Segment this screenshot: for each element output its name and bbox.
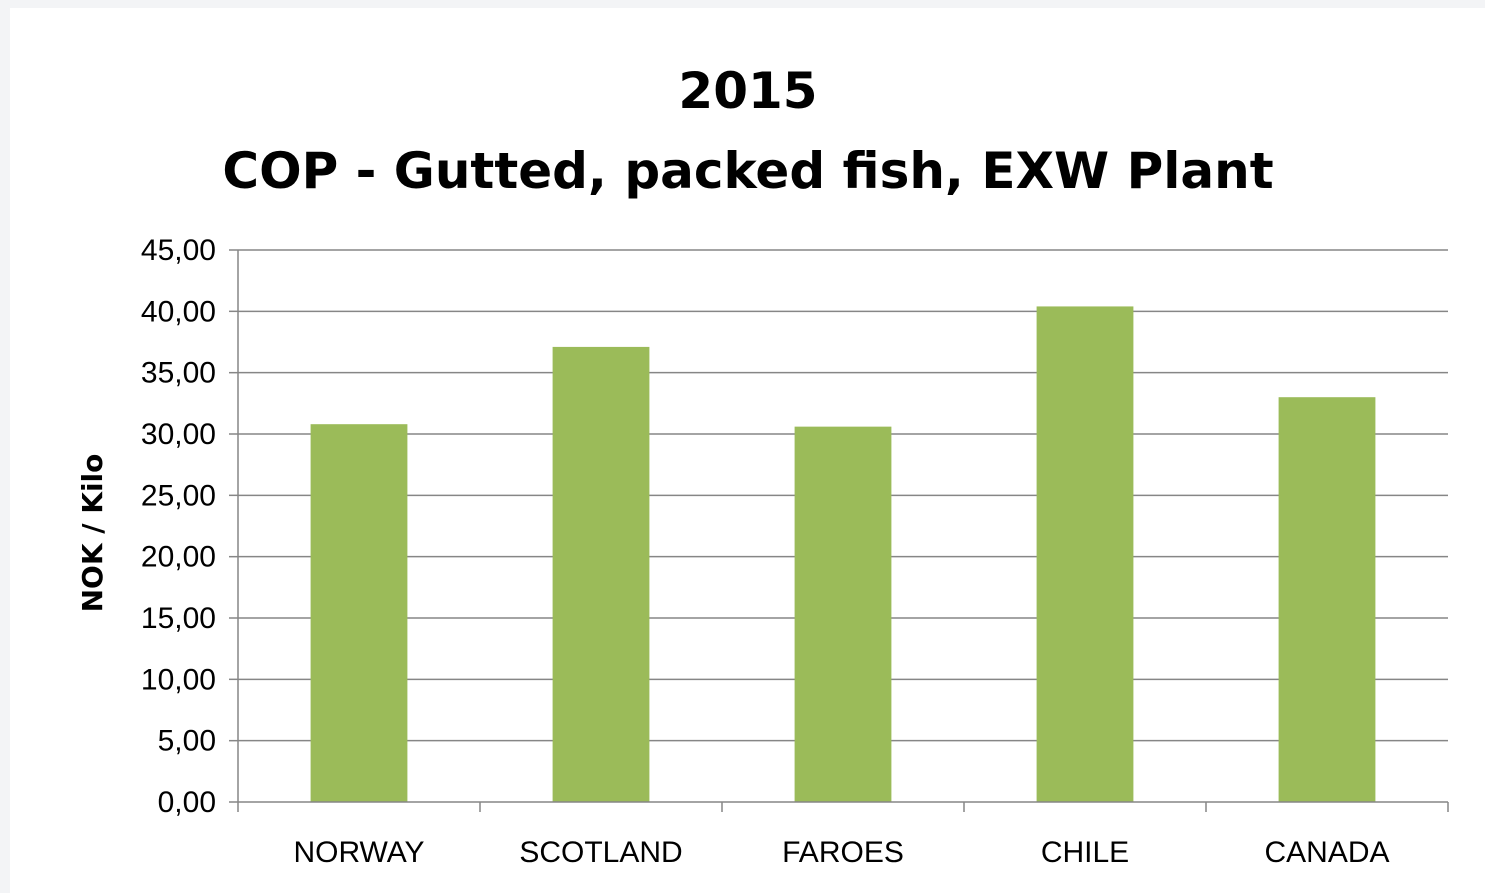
x-tick-label: FAROES (782, 836, 904, 869)
y-tick-label: 10,00 (141, 663, 216, 696)
chart-title: 2015 (678, 62, 817, 120)
y-tick-label: 5,00 (158, 725, 216, 758)
x-tick-label: SCOTLAND (519, 836, 682, 869)
bar-chile (1036, 306, 1134, 802)
chart-subtitle: COP - Gutted, packed fish, EXW Plant (222, 142, 1273, 200)
y-tick-label: 25,00 (141, 479, 216, 512)
y-tick-label: 0,00 (158, 786, 216, 819)
bar-chart: 2015 COP - Gutted, packed fish, EXW Plan… (76, 62, 1449, 869)
y-tick-label: 35,00 (141, 357, 216, 390)
y-tick-label: 20,00 (141, 541, 216, 574)
x-tick-labels: NORWAY SCOTLAND FAROES CHILE CANADA (293, 836, 1389, 869)
bars (310, 306, 1376, 802)
bar-scotland (552, 346, 650, 802)
bar-norway (310, 424, 408, 802)
x-tick-label: CHILE (1041, 836, 1129, 869)
axes (237, 250, 1449, 812)
y-tick-labels: 0,00 5,00 10,00 15,00 20,00 25,00 30,00 35,00 40… (141, 234, 216, 819)
y-tick-label: 40,00 (141, 295, 216, 328)
y-tick-label: 45,00 (141, 234, 216, 267)
x-tick-label: NORWAY (293, 836, 424, 869)
bar-canada (1278, 397, 1376, 802)
bar-faroes (794, 426, 892, 802)
x-tick-label: CANADA (1264, 836, 1389, 869)
chart-frame: 2015 COP - Gutted, packed fish, EXW Plan… (10, 8, 1485, 893)
y-tick-label: 15,00 (141, 602, 216, 635)
y-axis-label: NOK / Kilo (76, 454, 109, 613)
y-tick-label: 30,00 (141, 418, 216, 451)
